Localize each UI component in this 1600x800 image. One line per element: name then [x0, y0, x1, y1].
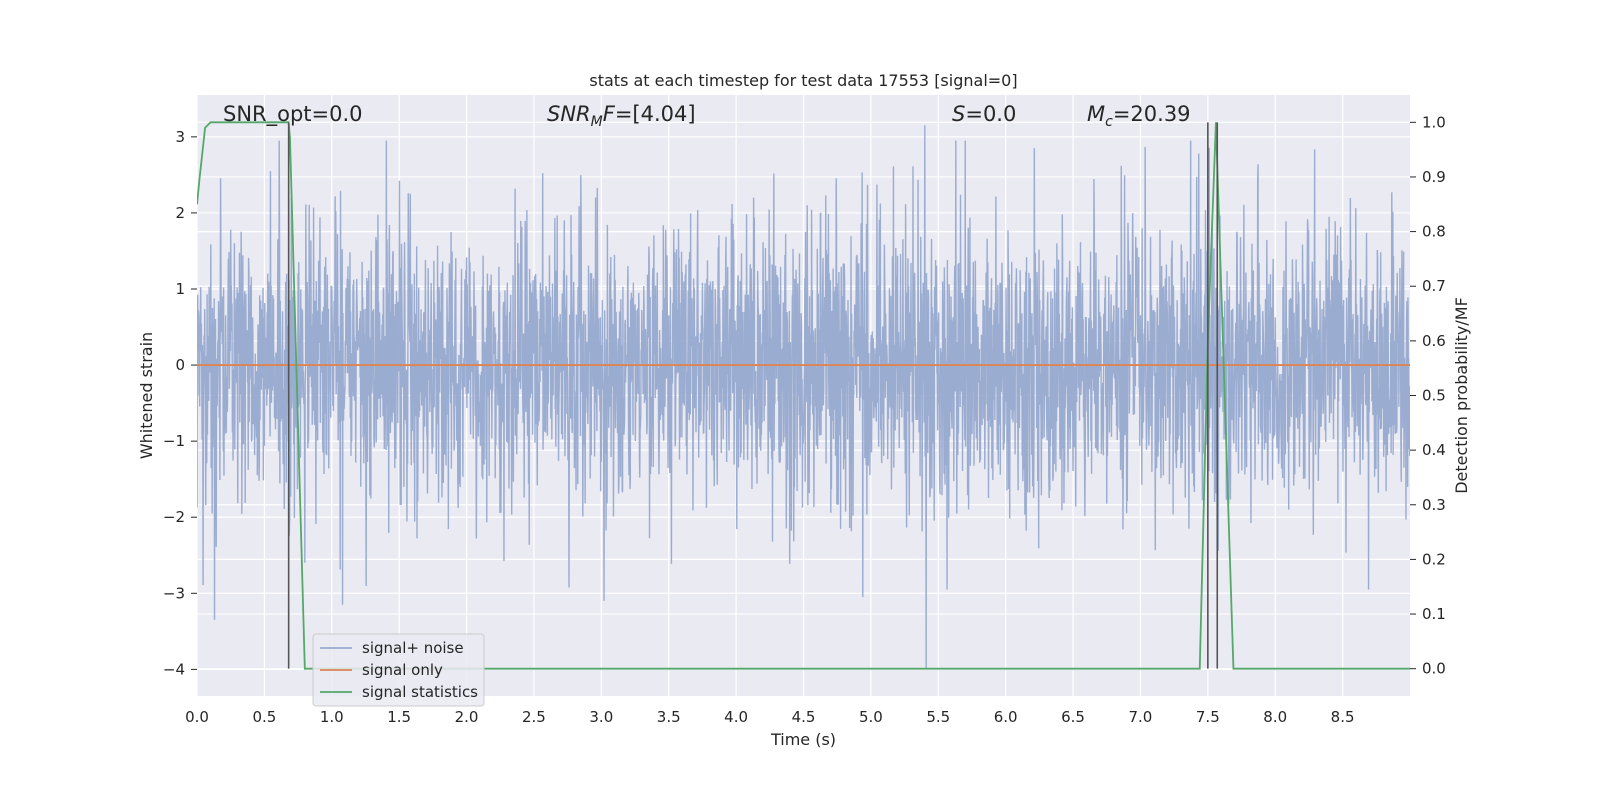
- y-tick-label: 3: [175, 128, 185, 146]
- x-axis-ticks: 0.0 0.5 1.0 1.5 2.0 2.5 3.0 3.5 4.0 4.5 5.0 5.5 6.0 6…: [185, 708, 1354, 726]
- y-axis-ticks: 3 2 1 0 −1 −2 −3 −4: [163, 128, 197, 678]
- annotation-mc-main: M: [1087, 102, 1105, 126]
- y2-tick-label: 0.0: [1422, 660, 1446, 678]
- annotation-s-main: S: [952, 102, 965, 126]
- x-tick-label: 7.0: [1129, 708, 1153, 726]
- annotation-mc-sub: c: [1105, 114, 1113, 130]
- x-tick-label: 6.0: [994, 708, 1018, 726]
- y2-axis-label: Detection probability/MF: [1452, 297, 1471, 494]
- y2-tick-label: 0.9: [1422, 168, 1446, 186]
- x-tick-label: 0.5: [252, 708, 276, 726]
- x-tick-label: 1.5: [387, 708, 411, 726]
- annotation-mc: Mc=20.39: [1087, 102, 1191, 130]
- y2-axis-ticks: 1.0 0.9 0.8 0.7 0.6 0.5 0.4 0.3 0.2 0.1 0.0: [1410, 113, 1446, 678]
- y2-tick-label: 0.8: [1422, 223, 1446, 241]
- y-tick-label: 1: [175, 280, 185, 298]
- x-tick-label: 4.0: [724, 708, 748, 726]
- x-tick-label: 4.5: [792, 708, 816, 726]
- x-axis-label: Time (s): [770, 730, 836, 749]
- y2-tick-label: 0.4: [1422, 441, 1446, 459]
- legend-label: signal statistics: [362, 683, 478, 701]
- legend-box: [312, 633, 485, 707]
- y-tick-label: −4: [163, 660, 185, 678]
- x-tick-label: 8.0: [1263, 708, 1287, 726]
- legend-label: signal+ noise: [362, 639, 464, 657]
- x-tick-label: 3.0: [589, 708, 613, 726]
- y-tick-label: −2: [163, 508, 185, 526]
- y2-tick-label: 0.6: [1422, 332, 1446, 350]
- y2-tick-label: 0.1: [1422, 605, 1446, 623]
- legend: signal+ noise signal only signal statistic…: [312, 633, 485, 707]
- y-tick-label: 2: [175, 204, 185, 222]
- legend-label: signal only: [362, 661, 443, 679]
- y-axis-label: Whitened strain: [137, 332, 156, 459]
- x-tick-label: 0.0: [185, 708, 209, 726]
- chart-title: stats at each timestep for test data 175…: [589, 71, 1017, 90]
- annotation-snr-mf: SNRMF=[4.04]: [547, 102, 696, 130]
- y-tick-label: −3: [163, 584, 185, 602]
- annotation-snr-mf-main: SNR: [547, 102, 591, 126]
- y-tick-label: 0: [175, 356, 185, 374]
- plot-area: [197, 121, 1410, 670]
- y2-tick-label: 0.5: [1422, 387, 1446, 405]
- x-tick-label: 1.0: [320, 708, 344, 726]
- annotation-snr-mf-sub: M: [591, 114, 603, 130]
- x-tick-label: 6.5: [1061, 708, 1085, 726]
- y2-tick-label: 0.2: [1422, 550, 1446, 568]
- x-tick-label: 5.5: [926, 708, 950, 726]
- x-tick-label: 3.5: [657, 708, 681, 726]
- x-tick-label: 2.0: [455, 708, 479, 726]
- x-tick-label: 2.5: [522, 708, 546, 726]
- y2-tick-label: 0.7: [1422, 277, 1446, 295]
- annotation-snr-opt: SNR_opt=0.0: [223, 102, 363, 127]
- x-tick-label: 8.5: [1331, 708, 1355, 726]
- annotation-s: S=0.0: [952, 102, 1016, 126]
- annotation-snr-mf-rest: F: [603, 102, 616, 126]
- y2-tick-label: 1.0: [1422, 113, 1446, 131]
- series-line: [197, 121, 1410, 670]
- x-tick-label: 5.0: [859, 708, 883, 726]
- y-tick-label: −1: [163, 432, 185, 450]
- x-tick-label: 7.5: [1196, 708, 1220, 726]
- annotation-s-value: =0.0: [965, 102, 1016, 126]
- series-layer: [197, 121, 1410, 670]
- annotation-snr-mf-value: =[4.04]: [615, 102, 696, 126]
- annotation-mc-value: =20.39: [1113, 102, 1191, 126]
- y2-tick-label: 0.3: [1422, 496, 1446, 514]
- series-signal-statistics: [197, 121, 1410, 670]
